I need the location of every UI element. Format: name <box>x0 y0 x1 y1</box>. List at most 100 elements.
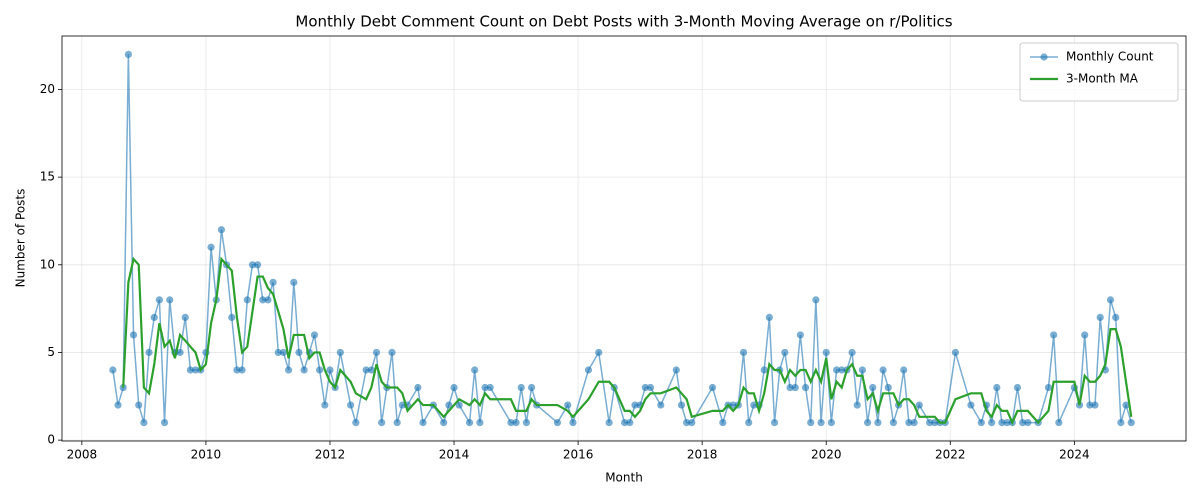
x-tick-label: 2018 <box>687 448 718 462</box>
data-point <box>1091 401 1099 409</box>
data-point <box>347 401 355 409</box>
data-point <box>657 401 665 409</box>
data-point <box>465 418 474 427</box>
data-point <box>284 366 293 374</box>
data-point <box>884 383 892 392</box>
data-point <box>863 418 872 427</box>
data-point <box>621 418 629 427</box>
data-point <box>238 366 246 374</box>
data-point <box>708 383 717 392</box>
data-point <box>641 383 649 392</box>
data-point <box>553 418 562 427</box>
y-tick-label: 20 <box>40 82 55 96</box>
data-point <box>719 418 727 427</box>
data-point <box>326 366 334 374</box>
y-tick-label: 5 <box>47 345 55 359</box>
data-point <box>476 418 484 427</box>
data-point <box>765 313 773 321</box>
data-point <box>228 313 236 321</box>
data-point <box>269 278 277 286</box>
data-point <box>770 418 779 427</box>
data-point <box>450 383 458 392</box>
data-point <box>1117 418 1125 427</box>
data-point <box>140 418 148 427</box>
data-point <box>310 331 319 339</box>
data-point <box>248 261 257 269</box>
data-point <box>481 383 489 392</box>
data-point <box>336 348 344 357</box>
data-point <box>316 366 324 374</box>
data-point <box>832 366 841 374</box>
data-point <box>569 418 577 427</box>
data-point <box>595 348 603 357</box>
data-point <box>874 418 882 427</box>
data-point <box>440 418 448 427</box>
data-point <box>988 418 996 427</box>
data-point <box>791 383 799 392</box>
plot-frame <box>61 35 1187 442</box>
y-tick-label: 10 <box>40 257 55 271</box>
series-line <box>122 256 1133 426</box>
x-axis-label: Month <box>605 471 643 485</box>
x-tick-label: 2012 <box>315 448 346 462</box>
data-point <box>150 313 158 321</box>
data-point <box>191 366 200 374</box>
data-point <box>378 418 386 427</box>
x-tick-label: 2016 <box>563 448 594 462</box>
data-point <box>729 401 737 409</box>
data-point <box>905 418 913 427</box>
data-point <box>1055 418 1063 427</box>
series-line <box>112 54 1132 426</box>
data-point <box>1019 418 1027 427</box>
data-point <box>471 366 479 374</box>
data-point <box>1106 296 1115 304</box>
data-point <box>931 418 939 427</box>
data-point <box>812 296 820 304</box>
data-point <box>926 418 934 427</box>
data-point <box>688 418 696 427</box>
data-point <box>145 348 153 357</box>
data-point <box>1024 418 1032 427</box>
data-point <box>646 383 655 392</box>
data-point <box>827 418 835 427</box>
data-point <box>486 383 494 392</box>
data-point <box>253 261 262 269</box>
data-point <box>760 366 768 374</box>
data-point <box>414 383 422 392</box>
data-point <box>419 418 427 427</box>
data-point <box>124 50 132 59</box>
data-point <box>796 331 804 339</box>
data-point <box>1013 383 1022 392</box>
data-point <box>869 383 877 392</box>
data-point <box>129 331 138 339</box>
y-tick-label: 0 <box>47 433 55 447</box>
data-point <box>977 418 985 427</box>
data-point <box>672 366 680 374</box>
data-point <box>745 418 753 427</box>
data-point <box>683 418 691 427</box>
data-point <box>186 366 195 374</box>
data-point <box>750 401 758 409</box>
y-tick-label: 15 <box>40 170 55 184</box>
data-point <box>838 366 846 374</box>
data-point <box>455 401 463 409</box>
data-point <box>900 366 908 374</box>
data-point <box>951 348 960 357</box>
data-point <box>160 418 169 427</box>
data-point <box>879 366 887 374</box>
data-point <box>393 418 401 427</box>
data-point <box>1096 313 1104 321</box>
legend-box <box>1019 42 1179 102</box>
data-point <box>135 401 143 409</box>
data-point <box>1112 313 1120 321</box>
data-point <box>910 418 918 427</box>
data-point <box>801 383 810 392</box>
data-point <box>259 296 267 304</box>
data-point <box>739 348 748 357</box>
x-tick-label: 2022 <box>935 448 966 462</box>
data-point <box>233 366 241 374</box>
x-tick-label: 2010 <box>191 448 222 462</box>
data-point <box>279 348 288 357</box>
data-point <box>1127 418 1135 427</box>
